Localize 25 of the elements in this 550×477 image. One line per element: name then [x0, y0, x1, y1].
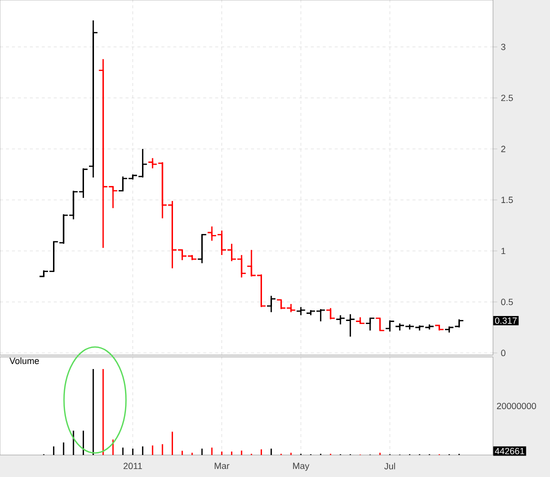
x-tick-label: 2011 [124, 462, 142, 470]
candlestick [345, 314, 356, 338]
candlestick [138, 148, 148, 178]
y-tick-label: 1 [501, 248, 506, 254]
candlestick [365, 318, 375, 332]
candlestick [266, 295, 276, 313]
x-tick-label: Jul [384, 462, 396, 470]
y-tick-label: 2 [501, 146, 506, 152]
x-tick-label: May [293, 462, 310, 471]
x-tick-label: Mar [214, 462, 230, 470]
y-tick-label: 1.5 [501, 196, 513, 204]
y-tick-label: 0 [501, 350, 506, 356]
text: 442661 [494, 448, 524, 454]
candlestick [385, 320, 395, 332]
chart-title: Volume [9, 357, 39, 364]
y-tick-label: 2.5 [501, 94, 513, 102]
candlestick [88, 20, 98, 178]
candlestick [375, 318, 385, 332]
y-tick-label: 0.5 [501, 298, 513, 306]
candlestick [336, 314, 346, 326]
text: 20000000 [496, 402, 536, 410]
candlestick [197, 234, 207, 264]
y-tick-label: 3 [501, 44, 506, 50]
candlestick [326, 307, 336, 320]
annotation: 0.317 [495, 317, 517, 324]
